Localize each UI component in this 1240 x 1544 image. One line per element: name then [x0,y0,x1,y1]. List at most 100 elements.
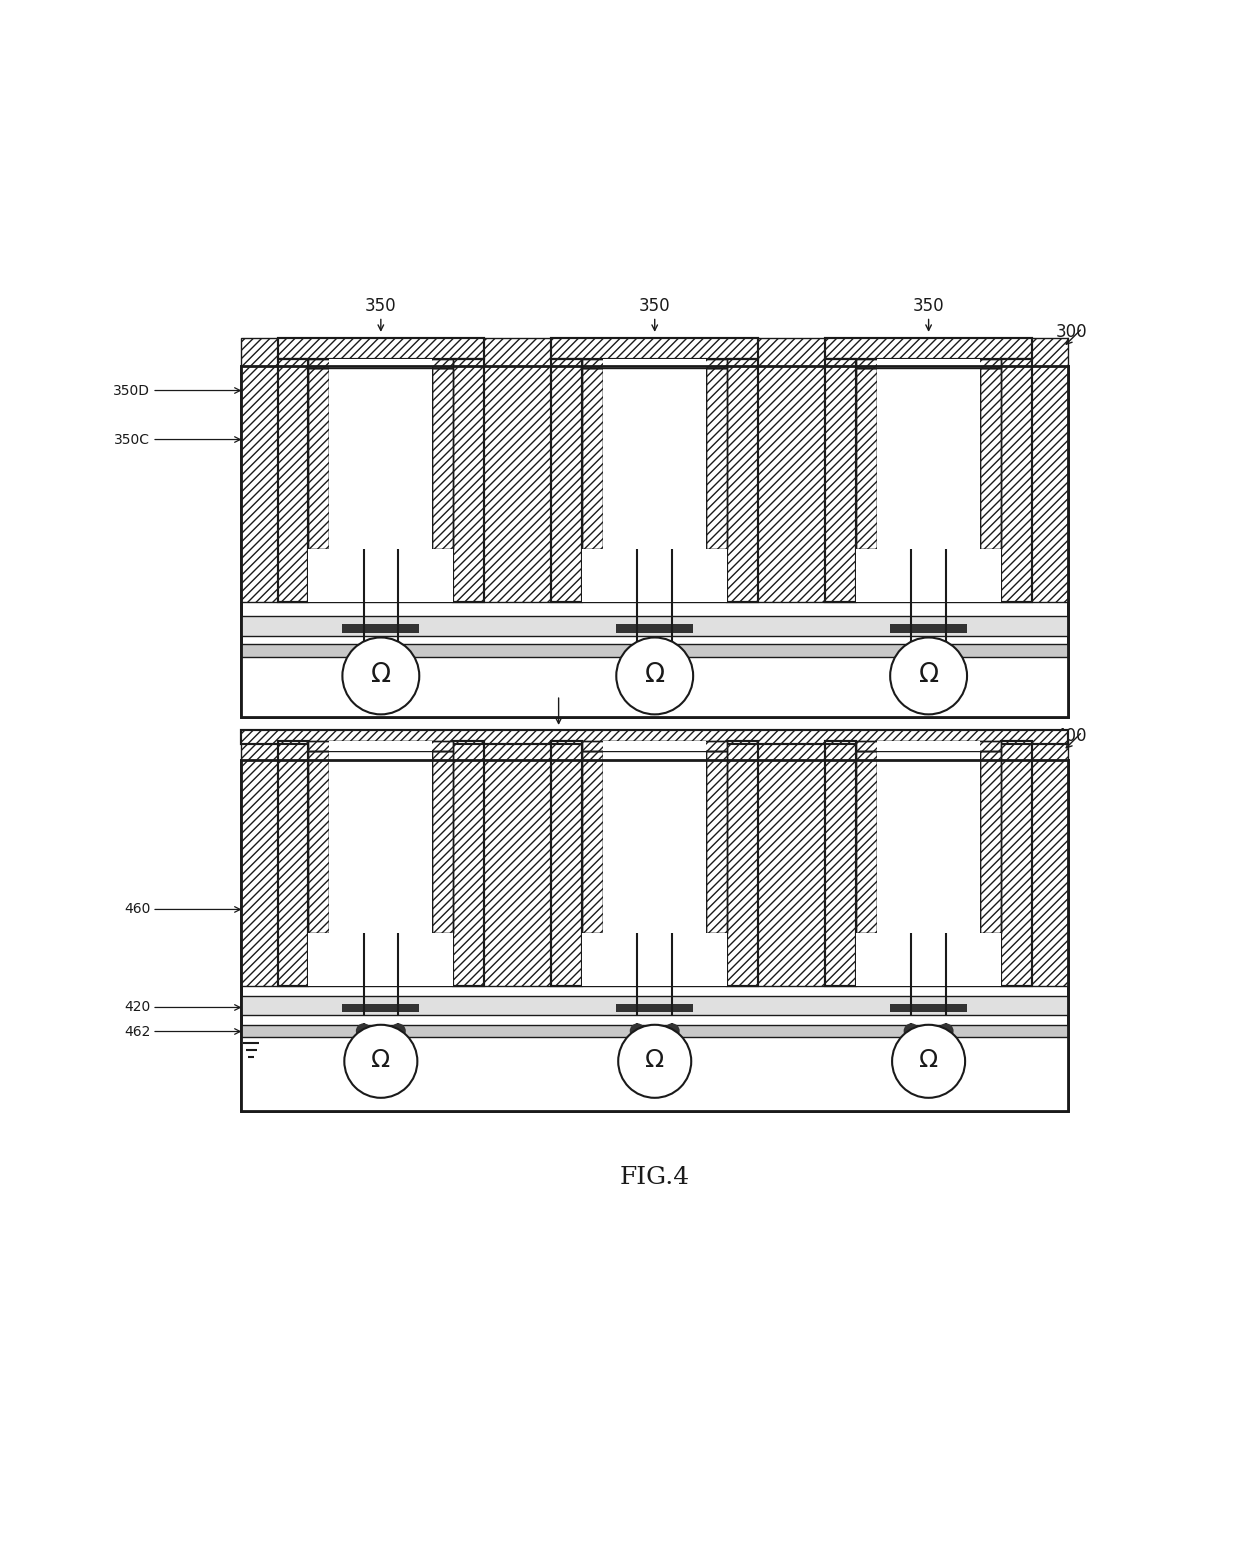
Text: 350: 350 [639,296,671,315]
Text: 400: 400 [1055,727,1087,744]
Bar [582,550,728,602]
Text: Ω: Ω [645,1048,665,1073]
Circle shape [391,1024,405,1039]
Bar [433,750,454,934]
Bar [728,741,758,987]
Bar [1001,358,1032,602]
Bar [242,366,1068,718]
Circle shape [630,1024,645,1039]
Bar [330,750,433,934]
Bar [242,741,1068,987]
Bar [604,750,706,934]
Text: 460: 460 [124,902,150,917]
Bar [242,730,1068,744]
Bar [856,741,1001,750]
Bar [552,358,582,602]
Bar [309,741,454,987]
Bar [728,741,758,987]
Text: 471: 471 [543,675,574,693]
Bar [552,741,582,987]
Bar [728,358,758,602]
Bar [877,741,980,750]
Bar [278,741,309,987]
Bar [309,750,330,934]
Bar [433,369,454,550]
Bar [604,741,706,750]
Bar [582,741,728,750]
Bar [856,369,1001,550]
Circle shape [665,642,680,658]
Bar [309,358,454,602]
Bar [706,369,728,550]
Bar [856,358,1001,369]
Bar [877,369,980,550]
Circle shape [892,1025,965,1098]
Bar [309,750,330,934]
Bar [856,934,1001,987]
Bar [309,358,454,369]
Bar [890,624,967,633]
Bar [826,358,856,602]
Bar [342,624,419,633]
Bar [552,338,758,358]
Circle shape [904,1024,919,1039]
Bar [856,369,877,550]
Circle shape [391,642,405,658]
Text: Ω: Ω [371,662,391,689]
Circle shape [665,1024,680,1039]
Bar [826,741,856,987]
Circle shape [356,642,371,658]
Circle shape [616,638,693,715]
Bar [242,761,1068,1112]
Bar [552,338,758,358]
Circle shape [342,638,419,715]
Bar [242,761,1068,1112]
Text: 300: 300 [1055,323,1087,341]
Bar [826,358,856,602]
Circle shape [904,642,919,658]
Bar [582,369,604,550]
Bar [877,358,980,369]
Bar [826,338,1032,358]
Bar [582,358,728,369]
Bar [454,358,484,602]
Circle shape [630,642,645,658]
Circle shape [356,1024,371,1039]
Text: 350: 350 [913,296,945,315]
Bar [856,741,1001,750]
Bar [342,1004,419,1013]
Bar [330,369,433,550]
Bar [616,1004,693,1013]
Bar [454,741,484,987]
Bar [552,358,582,602]
Text: Ω: Ω [919,1048,939,1073]
Bar [728,358,758,602]
Bar [582,750,604,934]
Bar [856,750,877,934]
Circle shape [890,638,967,715]
Bar [242,616,1068,636]
Bar [826,741,856,987]
Bar [433,369,454,550]
Circle shape [939,1024,954,1039]
Bar [582,934,728,987]
Bar [856,358,1001,602]
Bar [278,358,309,602]
Bar [309,741,454,750]
Bar [278,338,484,358]
Bar [582,741,728,750]
Bar [242,338,1068,602]
Bar [856,750,877,934]
Bar [309,358,454,369]
Bar [856,358,1001,369]
Bar [826,338,1032,358]
Text: FIG.4: FIG.4 [620,1166,689,1189]
Text: Ω: Ω [919,662,939,689]
Circle shape [619,1025,691,1098]
Text: Ω: Ω [645,662,665,689]
Bar [856,550,1001,602]
Bar [242,1038,1068,1112]
Bar [616,624,693,633]
Text: 350C: 350C [114,432,150,446]
Bar [980,369,1001,550]
